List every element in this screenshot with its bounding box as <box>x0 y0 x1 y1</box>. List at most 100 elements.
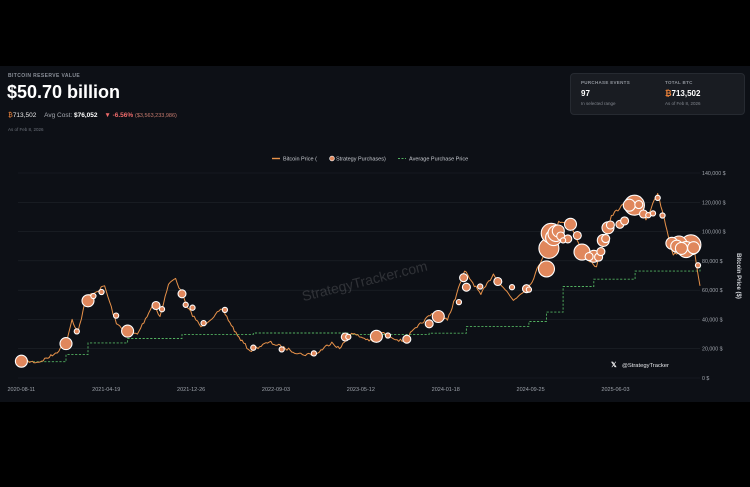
watermark: StrategyTracker.com <box>300 258 429 305</box>
purchase-bubble <box>559 237 567 244</box>
total-btc-label: TOTAL BTC <box>665 80 693 85</box>
chart-panel <box>0 66 750 402</box>
avg-cost-value: $76,052 <box>74 112 98 119</box>
y-axis: 0 $ 20,000 $ 40,000 $ 60,000 $ 80,000 $ 100,0… <box>702 171 726 382</box>
purchase-bubble <box>493 276 503 287</box>
reserve-value: $50.70 billion <box>7 82 121 102</box>
purchase-bubble <box>461 282 471 292</box>
attribution[interactable]: 𝕏 @StrategyTracker <box>611 361 669 369</box>
purchase-events-label: PURCHASE EVENTS <box>581 80 631 85</box>
x-tick-label: 2024-09-25 <box>517 387 545 393</box>
purchase-bubble <box>525 286 533 293</box>
purchase-bubble <box>620 216 630 226</box>
purchase-bubble <box>158 306 166 313</box>
purchase-bubble <box>151 300 161 311</box>
purchase-bubble <box>182 301 189 308</box>
x-tick-label: 2023-05-12 <box>347 387 375 393</box>
purchase-events-sub: In selected range <box>581 101 616 106</box>
y-tick-label: 60,000 $ <box>702 288 723 294</box>
reserve-label: BITCOIN RESERVE VALUE <box>8 73 81 79</box>
purchase-bubble <box>73 328 80 335</box>
purchase-events-value: 97 <box>581 89 590 98</box>
purchase-bubble <box>59 337 73 351</box>
purchase-bubble <box>384 332 392 339</box>
purchase-bubble <box>477 283 484 290</box>
purchase-bubble <box>634 200 644 210</box>
purchase-bubble <box>189 304 196 311</box>
x-logo-icon: 𝕏 <box>611 361 617 369</box>
purchase-bubble <box>200 319 207 327</box>
x-axis: 2020-08-11 2021-04-19 2021-12-26 2022-09-03… <box>8 387 630 393</box>
purchase-bubble <box>369 329 383 343</box>
purchase-bubble <box>601 234 611 244</box>
purchase-bubble <box>659 212 666 219</box>
purchase-bubble <box>622 198 636 212</box>
summary-line: ₿713,502 Avg Cost: $76,052 ▼ -6.56% ($3,… <box>8 112 177 119</box>
purchase-bubble <box>345 333 352 341</box>
y-tick-label: 120,000 $ <box>702 200 726 206</box>
purchase-bubble <box>654 194 661 202</box>
y-axis-title: Bitcoin Price ($) <box>735 253 741 299</box>
purchase-bubble <box>605 220 615 230</box>
purchase-bubble <box>278 346 285 353</box>
purchase-bubble <box>14 354 28 368</box>
btc-symbol-icon: ₿ <box>665 89 672 98</box>
purchase-bubble <box>596 247 606 257</box>
average-purchase-line <box>21 266 701 363</box>
x-tick-label: 2020-08-11 <box>8 387 36 393</box>
x-tick-label: 2021-12-26 <box>177 387 205 393</box>
change-arrow-icon: ▼ <box>104 112 111 119</box>
y-tick-label: 40,000 $ <box>702 317 723 323</box>
attribution-handle[interactable]: @StrategyTracker <box>622 363 669 369</box>
x-tick-label: 2025-06-03 <box>601 387 629 393</box>
purchase-bubble <box>584 252 594 262</box>
btc-amount: 713,502 <box>12 112 37 119</box>
y-tick-label: 80,000 $ <box>702 259 723 265</box>
purchase-bubble <box>508 284 516 291</box>
legend-price-label: Bitcoin Price ( <box>283 157 317 163</box>
purchase-bubble <box>221 306 229 314</box>
purchase-bubble <box>537 260 556 278</box>
change-percent: -6.56% <box>112 112 134 119</box>
purchase-bubble <box>250 344 257 351</box>
y-tick-label: 0 $ <box>702 376 709 382</box>
purchase-bubble <box>424 319 434 329</box>
legend: Bitcoin Price ( Strategy Purchases) Aver… <box>272 155 468 163</box>
change-amount: ($3,563,233,986) <box>134 113 177 119</box>
purchase-bubble <box>121 324 135 338</box>
purchase-bubble <box>572 230 582 241</box>
purchase-bubble <box>98 288 105 296</box>
purchase-bubbles <box>14 194 702 368</box>
purchase-bubble <box>674 241 688 255</box>
purchase-bubble <box>431 309 445 324</box>
purchase-bubble <box>112 312 120 319</box>
purchase-bubble <box>649 210 657 217</box>
purchase-bubble <box>694 262 702 269</box>
purchase-bubble <box>459 273 469 283</box>
stats-card: PURCHASE EVENTS 97 In selected range TOT… <box>570 73 745 115</box>
total-btc-amount: 713,502 <box>671 89 701 98</box>
total-btc-sub: As of Feb 8, 2026 <box>665 101 701 106</box>
y-tick-label: 100,000 $ <box>702 230 726 236</box>
y-tick-label: 20,000 $ <box>702 347 723 353</box>
legend-bubble-icon <box>329 155 335 162</box>
purchase-bubble <box>402 334 412 344</box>
legend-avg-label: Average Purchase Price <box>409 157 468 163</box>
x-tick-label: 2021-04-19 <box>92 387 120 393</box>
purchase-bubble <box>563 217 578 231</box>
grid-lines <box>18 172 700 379</box>
y-tick-label: 140,000 $ <box>702 171 726 177</box>
purchase-bubble <box>455 298 463 306</box>
total-btc-value: ₿713,502 <box>665 89 700 98</box>
x-tick-label: 2022-09-03 <box>262 387 290 393</box>
legend-purchases-label: Strategy Purchases) <box>336 157 386 163</box>
x-tick-label: 2024-01-18 <box>432 387 460 393</box>
purchase-bubble <box>90 292 97 300</box>
as-of-date: As of Feb 8, 2026 <box>8 127 44 132</box>
purchase-bubble <box>310 350 318 357</box>
btc-symbol-icon: ₿ <box>8 112 13 119</box>
purchase-bubble <box>177 289 187 299</box>
purchase-bubble <box>687 241 701 255</box>
avg-cost-label: Avg Cost: <box>44 112 73 119</box>
